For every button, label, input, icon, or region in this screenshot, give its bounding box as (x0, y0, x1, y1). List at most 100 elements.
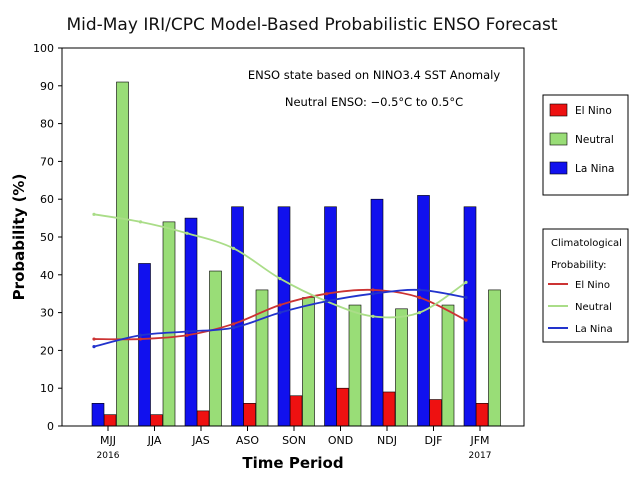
clim-point-neutral (92, 212, 96, 216)
bar-neutral (209, 270, 222, 427)
clim-point-neutral (417, 311, 422, 315)
bar-el-nino (429, 399, 442, 427)
x-tick-label: JFM (469, 434, 489, 447)
clim-point-el-nino (92, 337, 96, 341)
clim-point-el-nino (231, 322, 236, 326)
annotation-line-2: Neutral ENSO: −0.5°C to 0.5°C (285, 95, 463, 109)
bar-la-nina (138, 263, 151, 427)
bar-neutral (302, 297, 315, 427)
legend-label: La Nina (575, 163, 614, 175)
clim-point-el-nino (464, 318, 468, 322)
y-tick-label: 90 (40, 80, 54, 93)
bar-la-nina (370, 198, 384, 427)
bar-la-nina (277, 206, 291, 427)
y-tick-label: 50 (40, 231, 54, 244)
clim-point-neutral (185, 231, 189, 235)
bar-el-nino (196, 410, 210, 427)
bar-group (91, 81, 501, 427)
clim-point-la-nina (417, 288, 422, 292)
clim-point-neutral (231, 246, 236, 250)
x-tick-label: SON (282, 434, 306, 447)
bar-neutral (441, 304, 455, 427)
clim-point-el-nino (138, 337, 143, 341)
clim-point-neutral (138, 220, 143, 224)
clim-point-el-nino (185, 333, 189, 337)
bar-el-nino (475, 403, 489, 427)
clim-point-neutral (278, 276, 282, 281)
clim-point-la-nina (464, 295, 468, 300)
clim-point-la-nina (371, 292, 375, 296)
legend-climatology: Climatological Probability: El Nino Neutr… (542, 228, 629, 343)
y-tick-label: 60 (40, 193, 54, 206)
bar-el-nino (382, 391, 396, 427)
clim-point-la-nina (231, 326, 236, 330)
bar-el-nino (336, 387, 349, 427)
y-tick-label: 0 (47, 420, 54, 433)
clim-point-el-nino (371, 288, 375, 292)
bar-neutral (162, 221, 176, 427)
clim-point-neutral (464, 280, 468, 284)
year-label: 2016 (97, 451, 120, 461)
y-tick-label: 70 (40, 155, 54, 168)
year-label: 2017 (469, 451, 492, 461)
x-axis-ticks: MJJ JJA JAS ASO SON OND NDJ DJF JFM 2016 2017 (97, 426, 492, 461)
x-tick-label: NDJ (377, 434, 397, 447)
clim-point-la-nina (138, 333, 143, 337)
bar-la-nina (324, 206, 337, 427)
bar-neutral (488, 289, 501, 427)
legend-line-items: El Nino Neutral La Nina (548, 280, 613, 335)
y-axis-ticks: 0 10 20 30 40 50 60 70 80 90 100 (33, 42, 62, 433)
bar-la-nina (463, 206, 477, 427)
y-tick-label: 10 (40, 382, 54, 395)
legend-climatology-title-1: Climatological (551, 238, 622, 249)
bar-el-nino (289, 395, 303, 427)
bar-el-nino (243, 403, 256, 427)
annotation-line-1: ENSO state based on NINO3.4 SST Anomaly (248, 68, 501, 82)
clim-point-el-nino (278, 303, 282, 307)
bar-el-nino (150, 414, 163, 427)
clim-point-la-nina (324, 299, 329, 303)
clim-point-el-nino (417, 295, 422, 300)
y-tick-label: 40 (40, 269, 54, 282)
bar-la-nina (91, 403, 105, 427)
bar-neutral (395, 308, 408, 427)
clim-point-la-nina (185, 329, 189, 334)
legend-swatch (549, 161, 568, 175)
legend-bars: El Nino Neutral La Nina (542, 94, 629, 196)
legend-swatch (549, 103, 568, 117)
y-tick-label: 100 (33, 42, 54, 55)
y-tick-label: 20 (40, 344, 54, 357)
legend-line-label: La Nina (575, 324, 613, 335)
clim-point-la-nina (278, 311, 282, 315)
legend-climatology-box (542, 228, 629, 343)
legend-swatch (549, 132, 568, 146)
x-tick-label: ASO (236, 434, 260, 447)
legend-line-label: El Nino (575, 280, 610, 291)
y-tick-label: 30 (40, 307, 54, 320)
climatology-lines (92, 212, 468, 349)
x-tick-label: JAS (191, 434, 210, 447)
x-tick-label: JJA (147, 434, 162, 447)
y-tick-label: 80 (40, 118, 54, 131)
x-tick-label: DJF (424, 434, 442, 447)
x-tick-label: MJJ (100, 434, 116, 447)
bar-la-nina (231, 206, 244, 427)
legend-bar-items: El Nino Neutral La Nina (549, 103, 614, 175)
bar-neutral (116, 81, 129, 427)
clim-point-el-nino (324, 292, 329, 296)
legend-label: El Nino (575, 105, 612, 117)
x-axis-label: Time Period (242, 454, 343, 472)
legend-climatology-title-2: Probability: (551, 260, 607, 271)
y-axis-label: Probability (%) (10, 174, 28, 301)
clim-point-la-nina (92, 345, 96, 349)
bar-el-nino (103, 414, 117, 427)
bar-la-nina (184, 217, 198, 427)
plot-frame (61, 47, 525, 427)
x-tick-label: OND (328, 434, 353, 447)
legend-label: Neutral (575, 134, 614, 146)
legend-line-label: Neutral (575, 302, 612, 313)
chart-title: Mid-May IRI/CPC Model-Based Probabilisti… (66, 15, 557, 35)
clim-point-neutral (371, 314, 375, 318)
